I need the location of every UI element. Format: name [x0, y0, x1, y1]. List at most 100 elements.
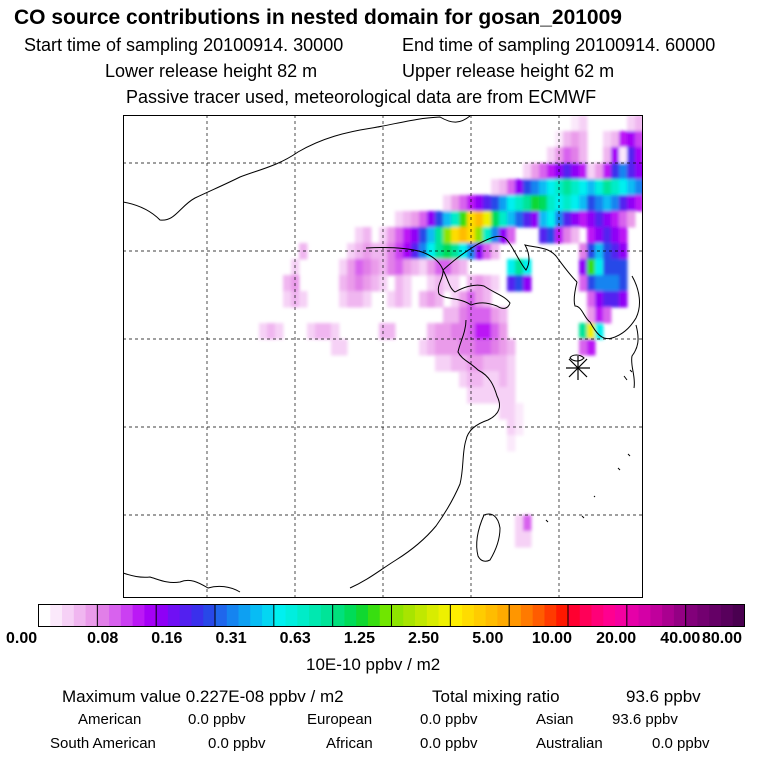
- heatmap-cell: [395, 291, 404, 308]
- heatmap-cell: [523, 195, 532, 212]
- heatmap-cell: [291, 291, 300, 308]
- heatmap-cell: [603, 259, 612, 276]
- heatmap-cell: [531, 163, 540, 180]
- heatmap-cell: [563, 195, 572, 212]
- heatmap-cell: [563, 131, 572, 148]
- heatmap-cell: [507, 419, 516, 436]
- heatmap-cell: [491, 275, 500, 292]
- heatmap-cell: [435, 227, 444, 244]
- end-time: End time of sampling 20100914. 60000: [402, 35, 716, 55]
- colorbar-segment: [450, 604, 463, 627]
- colorbar-segment: [285, 604, 298, 627]
- heatmap-cell: [635, 131, 643, 148]
- heatmap-cell: [427, 259, 436, 276]
- heatmap-cell: [579, 339, 588, 356]
- colorbar-segment: [497, 604, 510, 627]
- heatmap-cell: [587, 227, 596, 244]
- heatmap-cell: [443, 227, 452, 244]
- heatmap-cell: [539, 211, 548, 228]
- heatmap-cell: [483, 291, 492, 308]
- colorbar-segment: [50, 604, 63, 627]
- heatmap-cell: [475, 211, 484, 228]
- heatmap-cell: [603, 179, 612, 196]
- heatmap-cell: [443, 275, 452, 292]
- heatmap-cell: [339, 291, 348, 308]
- heatmap-cell: [507, 435, 516, 452]
- colorbar-segment: [568, 604, 581, 627]
- heatmap-cell: [523, 163, 532, 180]
- coastline-north: [123, 115, 471, 221]
- region-south-american-value: 0.0 ppbv: [208, 735, 266, 752]
- heatmap-cell: [491, 307, 500, 324]
- colorbar-segment: [591, 604, 604, 627]
- region-asian-label: Asian: [536, 711, 574, 728]
- heatmap-cell: [619, 227, 628, 244]
- colorbar-segment: [356, 604, 369, 627]
- heatmap-cell: [523, 531, 532, 548]
- colorbar-segment: [144, 604, 157, 627]
- region-african-value: 0.0 ppbv: [420, 735, 478, 752]
- heatmap-cell: [603, 211, 612, 228]
- heatmap-cell: [347, 259, 356, 276]
- heatmap-cell: [627, 179, 636, 196]
- heatmap-cell: [547, 147, 556, 164]
- colorbar-segment: [415, 604, 428, 627]
- heatmap-cell: [427, 339, 436, 356]
- heatmap-cell: [355, 275, 364, 292]
- heatmap-cell: [539, 227, 548, 244]
- colorbar-segment: [62, 604, 75, 627]
- heatmap-cell: [451, 355, 460, 372]
- heatmap-cell: [611, 147, 620, 164]
- heatmap-cell: [355, 291, 364, 308]
- colorbar-segment: [132, 604, 145, 627]
- heatmap-cell: [507, 387, 516, 404]
- heatmap-cell: [491, 387, 500, 404]
- heatmap-cell: [515, 515, 524, 532]
- heatmap-cell: [579, 131, 588, 148]
- heatmap-cell: [451, 339, 460, 356]
- region-asian-value: 93.6 ppbv: [612, 711, 678, 728]
- colorbar-segment: [109, 604, 122, 627]
- colorbar-tick-label: 80.00: [702, 630, 743, 647]
- heatmap-cell: [595, 259, 604, 276]
- heatmap-cell: [459, 371, 468, 388]
- heatmap-cell: [515, 179, 524, 196]
- coastline-korea: [573, 275, 640, 340]
- heatmap-cell: [579, 195, 588, 212]
- heatmap-cell: [611, 131, 620, 148]
- heatmap-cell: [571, 195, 580, 212]
- heatmap-cell: [619, 179, 628, 196]
- heatmap-cell: [443, 211, 452, 228]
- heatmap-cell: [587, 323, 596, 340]
- heatmap-cell: [435, 243, 444, 260]
- colorbar-segment: [509, 604, 522, 627]
- colorbar-tick-label: 20.00: [596, 630, 637, 647]
- heatmap-cell: [339, 339, 348, 356]
- heatmap-cell: [499, 179, 508, 196]
- colorbar-segment: [320, 604, 334, 627]
- colorbar-segment: [438, 604, 451, 627]
- heatmap-cell: [499, 403, 508, 420]
- heatmap-cell: [595, 179, 604, 196]
- heatmap-cell: [611, 227, 620, 244]
- heatmap-cell: [611, 163, 620, 180]
- heatmap-cell: [499, 227, 508, 244]
- heatmap-cell: [619, 275, 628, 292]
- heatmap-cell: [499, 307, 508, 324]
- heatmap-cell: [339, 259, 348, 276]
- heatmap-cell: [467, 195, 476, 212]
- heatmap-cell: [451, 275, 460, 292]
- heatmap-cell: [387, 243, 396, 260]
- coastline-taiwan: [476, 513, 501, 562]
- heatmap-cell: [579, 147, 588, 164]
- heatmap-cell: [571, 115, 580, 132]
- heatmap-cell: [603, 131, 612, 148]
- colorbar-segment: [226, 604, 239, 627]
- heatmap-cell: [595, 211, 604, 228]
- heatmap-cell: [483, 307, 492, 324]
- heatmap-cell: [435, 323, 444, 340]
- heatmap-cell: [627, 163, 636, 180]
- heatmap-cell: [515, 195, 524, 212]
- heatmap-cell: [483, 195, 492, 212]
- heatmap-cell: [579, 275, 588, 292]
